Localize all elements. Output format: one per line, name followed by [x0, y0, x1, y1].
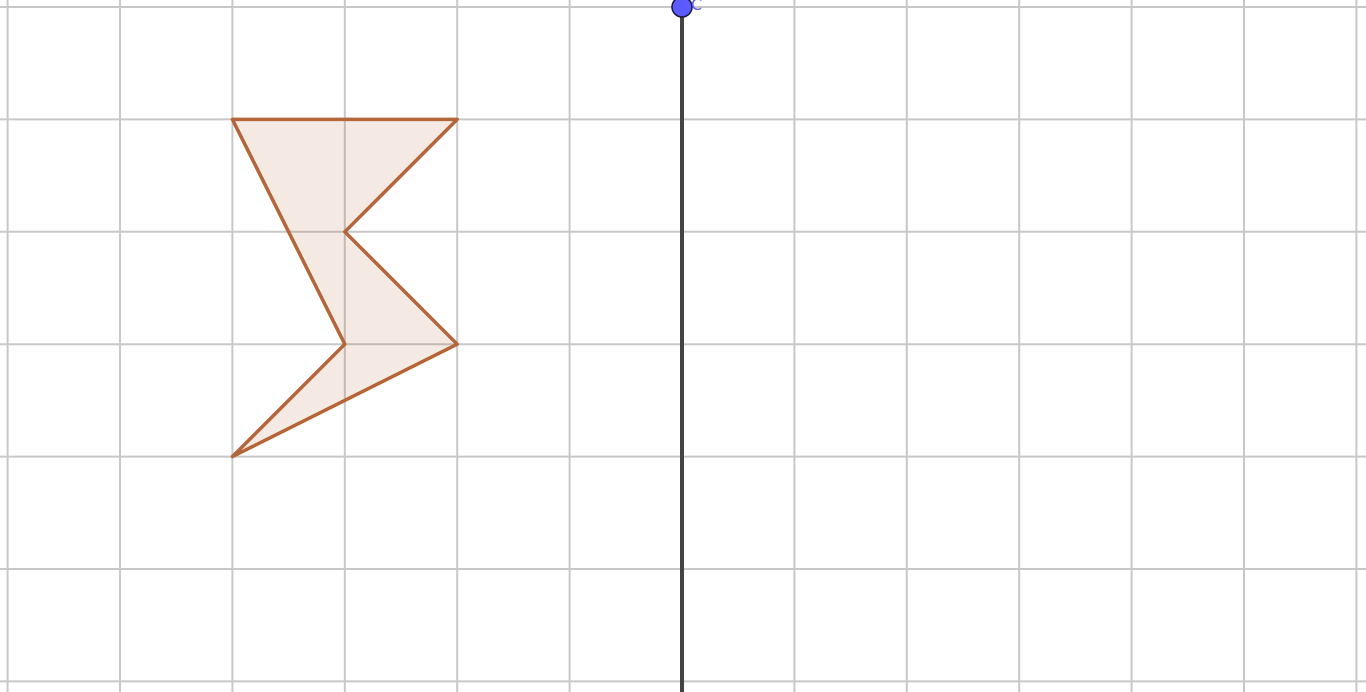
- polygon-shape[interactable]: [230, 117, 459, 459]
- point-c-label: C: [691, 0, 702, 14]
- point-layer: C: [671, 0, 702, 18]
- polygon-layer: [230, 117, 459, 459]
- point-c[interactable]: [671, 0, 693, 18]
